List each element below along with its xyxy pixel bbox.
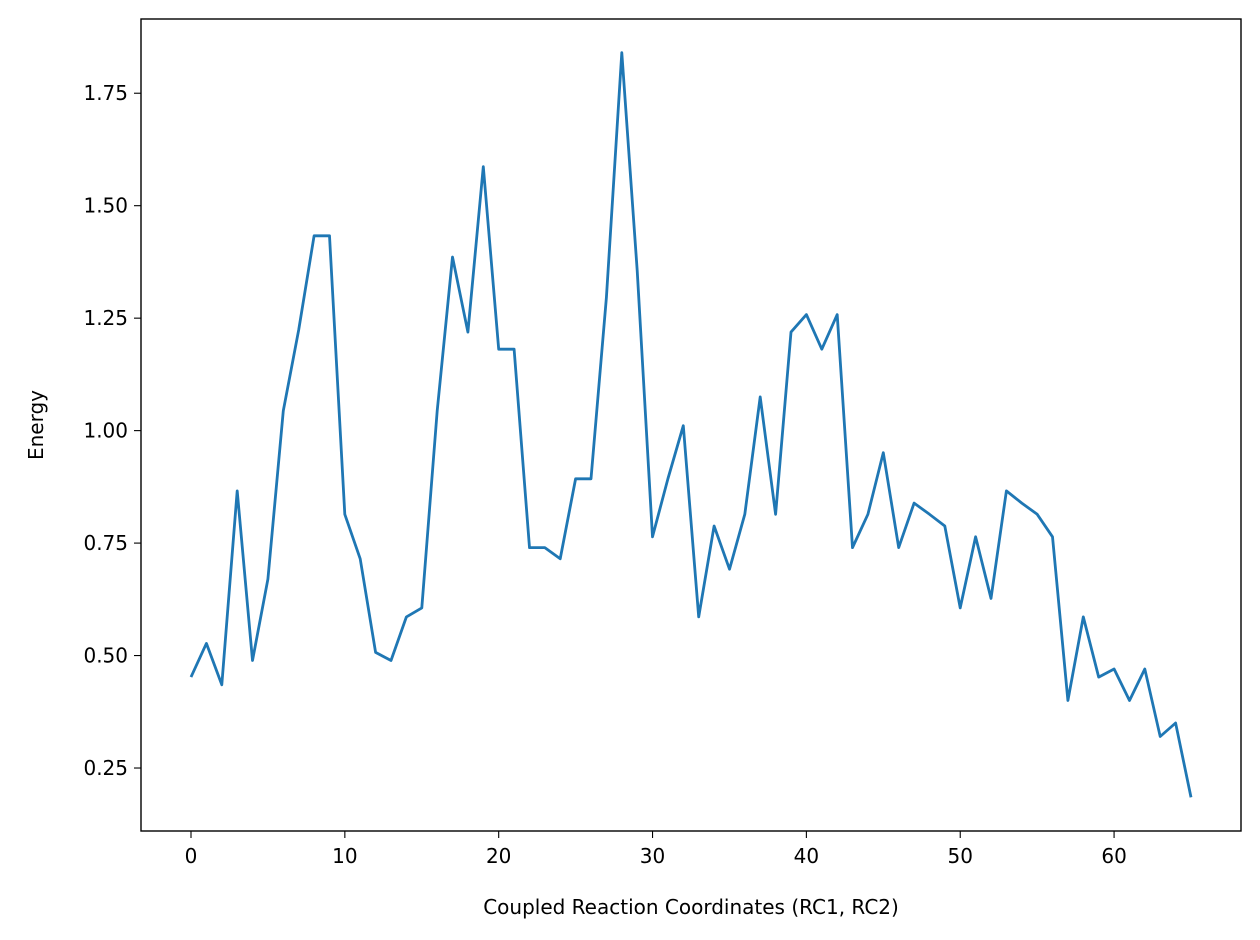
x-axis-label: Coupled Reaction Coordinates (RC1, RC2) (483, 895, 899, 919)
y-tick-label: 1.00 (83, 419, 128, 443)
y-tick-label: 1.25 (83, 306, 128, 330)
y-tick-label: 0.75 (83, 531, 128, 555)
y-tick-label: 1.75 (83, 81, 128, 105)
y-axis-ticks: 0.25 0.50 0.75 1.00 1.25 1.50 1.75 (83, 81, 141, 780)
series-line-0 (189, 51, 1193, 798)
x-axis-ticks: 0 10 20 30 40 50 60 (185, 831, 1127, 868)
plot-frame (140, 18, 1242, 832)
x-tick-label: 20 (486, 844, 511, 868)
y-tick-label: 0.25 (83, 756, 128, 780)
x-tick-label: 60 (1101, 844, 1126, 868)
x-tick-label: 0 (185, 844, 198, 868)
x-tick-label: 50 (948, 844, 973, 868)
y-axis-label: Energy (24, 390, 48, 460)
x-tick-label: 30 (640, 844, 665, 868)
series-layer (189, 51, 1193, 798)
x-tick-label: 10 (332, 844, 357, 868)
y-tick-label: 1.50 (83, 194, 128, 218)
y-tick-label: 0.50 (83, 644, 128, 668)
x-tick-label: 40 (794, 844, 819, 868)
